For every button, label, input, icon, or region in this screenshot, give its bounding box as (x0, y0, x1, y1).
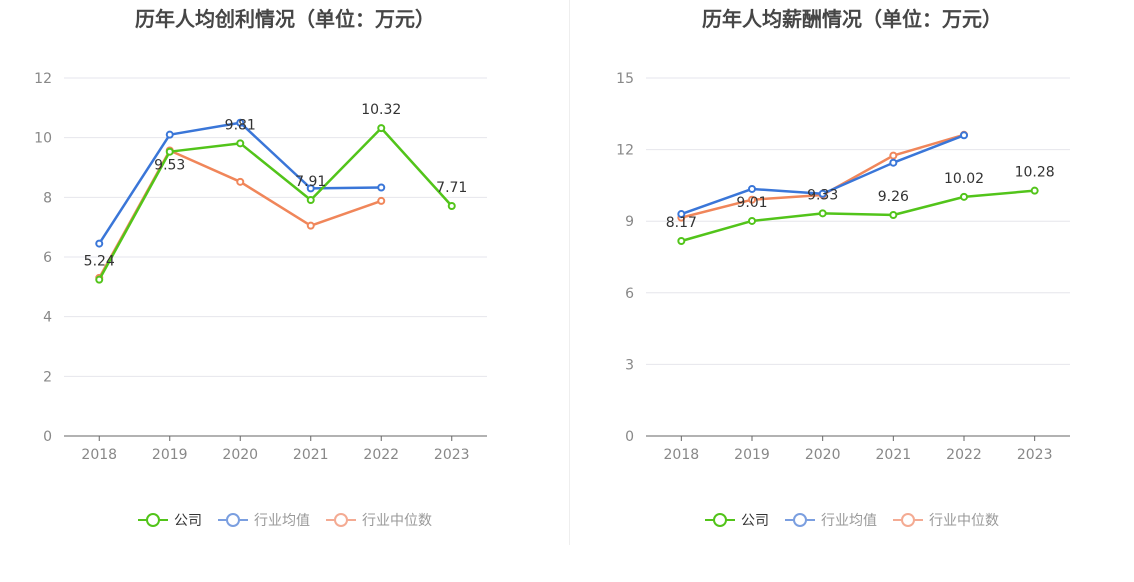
data-point (377, 196, 386, 205)
data-point (306, 196, 315, 205)
data-label: 9.33 (807, 187, 838, 203)
legend-item-company[interactable]: 公司 (705, 510, 769, 530)
data-point (748, 216, 756, 225)
y-tick-label: 3 (625, 357, 634, 373)
y-tick-label: 6 (625, 286, 634, 302)
chart-title: 历年人均创利情况（单位：万元） (135, 7, 435, 31)
series-company: 5.24 9.53 9.81 7.91 10.32 7.71 (84, 102, 467, 284)
legend-line-icon (326, 513, 356, 527)
x-tick-label: 2019 (152, 447, 188, 463)
data-point (236, 177, 245, 186)
y-tick-label: 4 (43, 310, 52, 326)
data-point (236, 118, 245, 127)
data-point (889, 151, 898, 160)
data-point (306, 184, 315, 193)
x-tick-label: 2018 (81, 447, 117, 463)
y-tick-label: 9 (625, 214, 634, 230)
data-point (306, 221, 315, 230)
x-tick-label: 2020 (805, 447, 841, 463)
y-tick-label: 0 (43, 429, 52, 445)
y-tick-label: 6 (43, 250, 52, 266)
y-tick-label: 12 (34, 71, 52, 87)
data-label: 7.91 (295, 174, 326, 190)
legend-item-company[interactable]: 公司 (138, 510, 202, 530)
y-tick-label: 2 (43, 369, 52, 385)
x-tick-label: 2020 (222, 447, 258, 463)
data-label: 9.01 (736, 195, 767, 211)
profit-per-capita-chart: 历年人均创利情况（单位：万元） 0 2 4 6 8 10 12 2018 2019 2020 202… (0, 7, 570, 530)
salary-per-capita-chart: 历年人均薪酬情况（单位：万元） 0 3 6 9 12 15 2018 2019 2020 2021… (570, 0, 1134, 582)
y-tick-label: 12 (616, 143, 634, 159)
data-point (677, 210, 686, 219)
data-point (960, 131, 968, 140)
data-label: 9.53 (154, 158, 185, 174)
data-point (748, 195, 756, 204)
series-industry-average (95, 118, 386, 248)
x-tick-label: 2023 (434, 447, 470, 463)
legend-item-industry-average[interactable]: 行业均值 (218, 510, 310, 530)
data-label: 10.28 (1015, 165, 1055, 181)
legend-line-icon (705, 513, 735, 527)
x-tick-label: 2021 (876, 447, 912, 463)
x-tick-label: 2022 (946, 447, 982, 463)
x-tick-label: 2018 (664, 447, 700, 463)
data-label: 5.24 (84, 254, 115, 270)
legend-item-industry-median[interactable]: 行业中位数 (893, 510, 999, 530)
data-point (95, 239, 104, 248)
legend-line-icon (785, 513, 815, 527)
x-tick-label: 2022 (363, 447, 399, 463)
data-point (447, 201, 456, 210)
legend-item-industry-median[interactable]: 行业中位数 (326, 510, 432, 530)
series-line (98, 126, 453, 281)
data-point (95, 275, 104, 284)
legend-line-icon (893, 513, 923, 527)
panel-divider (569, 0, 570, 545)
data-point (1030, 186, 1039, 195)
legend-line-icon (138, 513, 168, 527)
legend-item-industry-average[interactable]: 行业均值 (785, 510, 877, 530)
data-point (748, 184, 756, 193)
y-tick-label: 10 (34, 131, 52, 147)
chart-title: 历年人均薪酬情况（单位：万元） (702, 7, 1002, 31)
chart-legend: 公司 行业均值 行业中位数 (0, 510, 570, 530)
chart-legend: 公司 行业均值 行业中位数 (570, 510, 1134, 530)
data-point (165, 147, 174, 156)
series-company: 8.17 9.01 9.33 9.26 10.02 10.28 (666, 165, 1055, 246)
data-point (377, 124, 386, 133)
data-point (236, 139, 245, 148)
series-industry-average (677, 131, 968, 219)
y-tick-label: 15 (616, 71, 634, 87)
series-line (680, 189, 1035, 243)
legend-line-icon (218, 513, 248, 527)
y-tick-label: 8 (43, 190, 52, 206)
chart-plot-area: 0 3 6 9 12 15 2018 2019 2020 2021 2022 2023 8.17 9.01… (616, 71, 1070, 463)
data-point (377, 183, 386, 192)
series-line (681, 133, 965, 219)
data-point (165, 130, 174, 139)
x-tick-label: 2023 (1017, 447, 1053, 463)
data-point (960, 192, 968, 201)
data-point (889, 158, 898, 167)
data-label: 9.81 (225, 117, 256, 133)
chart-plot-area: 0 2 4 6 8 10 12 2018 2019 2020 2021 2022 2023 5.24 9.5… (34, 71, 487, 463)
data-label: 10.02 (944, 171, 984, 187)
x-tick-label: 2019 (734, 447, 770, 463)
data-point (818, 189, 827, 198)
data-point (818, 209, 827, 218)
y-tick-label: 0 (625, 429, 634, 445)
data-label: 10.32 (361, 102, 401, 118)
data-point (889, 210, 898, 219)
data-label: 9.26 (878, 189, 909, 205)
data-point (677, 237, 686, 246)
data-label: 7.71 (436, 180, 467, 196)
data-label: 8.17 (666, 215, 697, 231)
x-tick-label: 2021 (293, 447, 329, 463)
